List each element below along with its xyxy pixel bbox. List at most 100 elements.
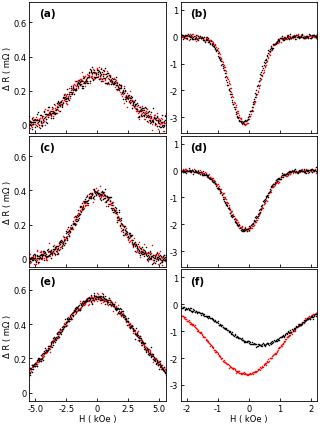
Point [216,322,221,328]
Point [114,86,119,93]
Point [222,65,227,72]
Point [274,349,279,356]
Point [314,168,319,175]
Point [127,232,132,239]
Point [302,170,307,177]
Point [67,227,72,234]
Point [312,33,317,40]
Point [134,101,139,107]
Point [141,246,146,253]
Point [152,356,157,363]
Point [242,122,247,129]
Point [73,306,78,313]
Point [87,297,92,304]
Point [314,35,319,41]
Point [72,86,77,93]
Point [83,298,88,305]
Point [113,75,118,81]
Point [92,187,97,194]
Point [186,168,191,175]
Point [136,114,141,121]
Point [278,334,283,341]
Point [191,34,196,41]
Point [93,189,99,196]
Point [209,41,214,48]
Point [33,117,38,124]
Point [294,323,299,330]
Point [224,326,229,333]
Point [251,222,256,229]
Point [76,307,81,314]
Point [46,345,52,352]
Point [28,260,33,267]
Point [238,225,244,232]
Point [190,168,196,175]
Point [243,118,248,124]
Point [187,168,192,175]
Point [268,355,273,362]
Point [160,366,165,372]
Point [247,225,252,232]
Point [217,321,222,328]
Point [43,348,48,355]
Point [222,71,227,78]
Point [315,169,320,176]
Point [184,305,189,311]
Point [224,199,229,206]
Point [143,346,148,353]
Point [45,104,50,111]
Point [92,296,97,303]
Point [214,48,219,55]
Point [45,115,50,121]
Point [54,331,59,338]
Point [100,296,105,302]
Point [212,44,217,51]
Point [134,107,140,114]
Point [261,360,267,367]
Point [128,239,133,245]
Point [307,170,312,176]
Point [144,113,149,120]
Point [200,35,205,41]
Point [107,295,112,302]
Point [294,32,300,39]
Point [115,209,120,216]
Point [48,112,53,119]
Point [256,212,261,219]
Point [50,105,55,112]
Point [275,347,280,354]
Point [38,122,44,129]
Point [300,32,305,39]
Point [195,34,200,40]
Point [77,204,83,211]
Point [311,311,316,318]
Point [292,169,297,176]
Point [292,168,297,175]
Point [28,366,33,372]
Point [181,36,186,43]
Point [206,35,211,42]
Point [43,251,48,258]
Point [189,32,194,39]
Point [246,371,251,378]
Point [285,34,290,41]
Point [162,364,167,371]
Point [114,305,119,312]
Point [70,227,76,233]
Point [308,35,313,42]
Point [309,312,314,319]
Point [152,355,157,362]
Point [41,109,46,116]
Point [257,366,262,373]
Point [79,303,84,310]
Point [302,35,307,42]
Point [310,311,315,318]
Point [160,123,165,130]
Point [221,194,227,201]
Point [287,329,292,336]
Point [286,329,291,336]
Point [85,80,90,87]
Point [105,81,110,87]
Point [106,196,111,202]
Point [224,75,229,81]
